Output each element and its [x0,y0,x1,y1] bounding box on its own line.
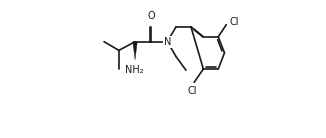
Text: N: N [164,37,171,47]
Text: O: O [147,11,155,21]
Text: Cl: Cl [229,17,239,27]
Text: Cl: Cl [187,86,197,96]
Text: NH₂: NH₂ [125,65,143,75]
Polygon shape [133,42,137,60]
